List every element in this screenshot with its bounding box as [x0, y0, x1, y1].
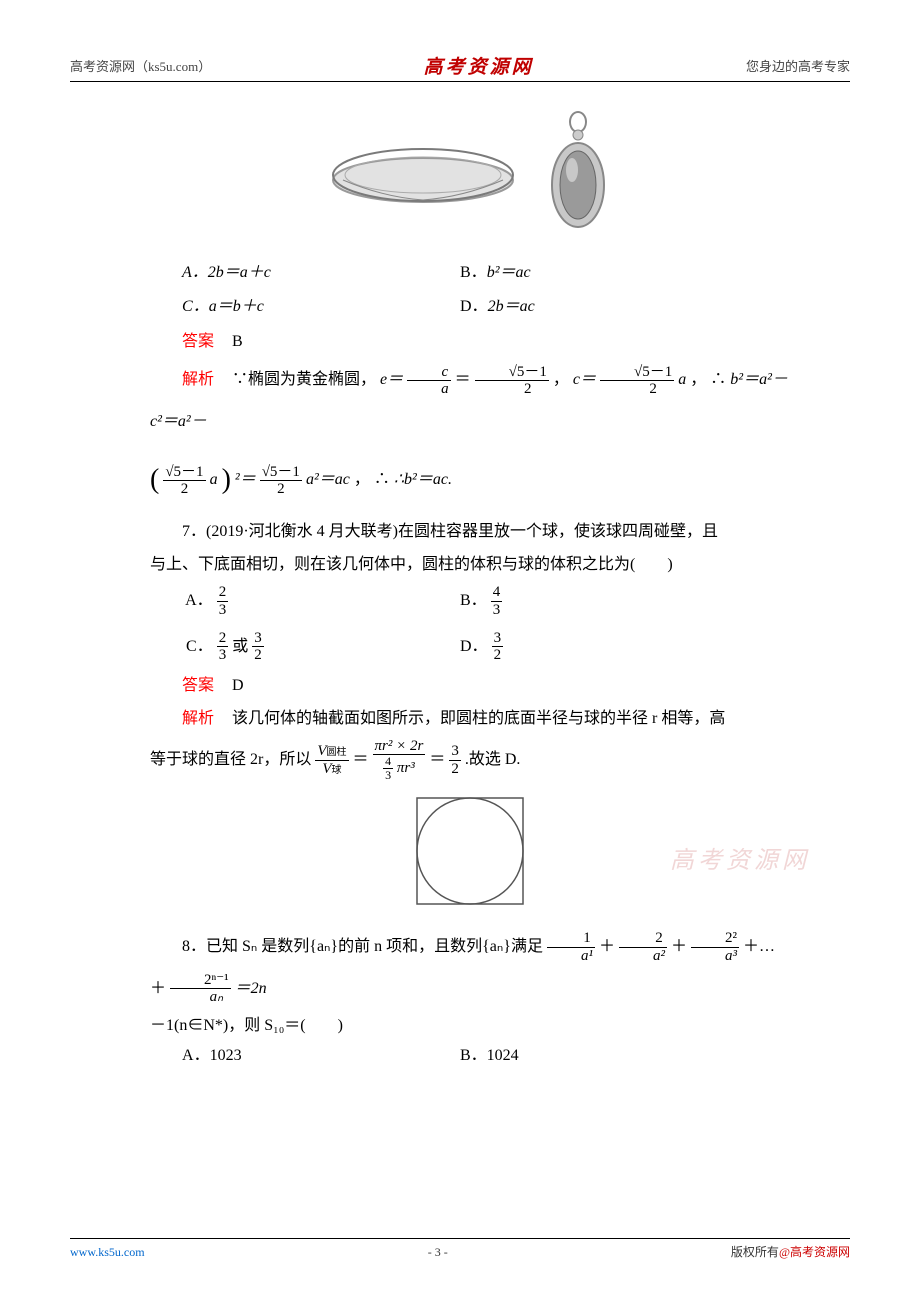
q7-answer-line: 答案 D — [150, 671, 790, 701]
q7-analysis-line-1: 解析 该几何体的轴截面如图所示，即圆柱的底面半径与球的半径 r 相等，高 — [150, 704, 790, 734]
q6-e-eq: e＝ — [380, 371, 403, 388]
q6-frac-s5-3: √5－1 2 — [163, 464, 205, 498]
q7-option-b: B． 43 — [460, 580, 790, 622]
eq-sign-1: ＝ — [455, 371, 471, 388]
page-container: 高考资源网（ks5u.com） 高考资源网 您身边的高考专家 A．2b＝a＋c — [0, 0, 920, 1302]
plus-1: ＋ — [599, 938, 615, 955]
therefore-2: ∴ — [374, 471, 390, 488]
q6-analysis-text-1: ∵椭圆为黄金椭圆， — [232, 371, 376, 388]
q8-option-a: A．1023 — [150, 1041, 460, 1071]
header-center-title: 高考资源网 — [424, 52, 534, 79]
q7-analysis-line-2: 等于球的直径 2r，所以 V圆柱 V球 ＝ πr² × 2r 43 πr³ ＝ … — [150, 736, 790, 784]
footer-page-number: - 3 - — [145, 1245, 731, 1260]
pendant-icon — [538, 110, 618, 240]
comma-1: ， — [553, 371, 569, 388]
q6-frac-ca: c a — [407, 364, 451, 398]
q6-option-a: A．2b＝a＋c — [150, 258, 460, 288]
q6-analysis-line-1: 解析 ∵椭圆为黄金椭圆， e＝ c a ＝ √5－1 2 ， c＝ √5－1 2… — [150, 359, 790, 442]
header-left-text: 高考资源网（ks5u.com） — [70, 56, 211, 75]
q6-options-row-1: A．2b＝a＋c B．b²＝ac — [150, 258, 790, 288]
page-footer: www.ks5u.com - 3 - 版权所有@高考资源网 — [70, 1238, 850, 1260]
q6-answer-line: 答案 B — [150, 327, 790, 357]
q7-analysis-text-a: 该几何体的轴截面如图所示，即圆柱的底面半径与球的半径 r 相等，高 — [232, 710, 725, 727]
q6-option-d: D．2b＝ac — [460, 292, 790, 322]
answer-label: 答案 — [182, 333, 214, 350]
q7-options-row-1: A． 23 B． 43 — [150, 580, 790, 622]
q7-frac-v: V圆柱 V球 — [315, 743, 348, 777]
q8-f2: 2a² — [619, 930, 667, 964]
sq-eq: ²＝ — [235, 471, 256, 488]
analysis-label: 解析 — [182, 371, 214, 388]
q8-options-row-1: A．1023 B．1024 — [150, 1041, 790, 1071]
page-content: A．2b＝a＋c B．b²＝ac C．a＝b＋c D．2b＝ac 答案 B 解析… — [70, 90, 850, 1072]
q6-c-eq: c＝ — [573, 371, 596, 388]
q8-stem-line-1: 8．已知 Sₙ 是数列{aₙ}的前 n 项和，且数列{aₙ}满足 1a¹ ＋ 2… — [150, 926, 790, 1009]
a-suffix-2: a — [210, 471, 218, 488]
header-right-text: 您身边的高考专家 — [746, 56, 850, 75]
eq-2n: ＝2n — [235, 980, 267, 997]
q8-f1: 1a¹ — [547, 930, 595, 964]
q7-answer-value: D — [232, 677, 244, 694]
footer-url: www.ks5u.com — [70, 1245, 145, 1260]
q6-option-b: B．b²＝ac — [460, 258, 790, 288]
comma-3: ， — [354, 471, 370, 488]
q6-options-row-2: C．a＝b＋c D．2b＝ac — [150, 292, 790, 322]
analysis-label-7: 解析 — [182, 710, 214, 727]
q7-option-a: A． 23 — [150, 580, 460, 622]
a-suffix-1: a — [678, 371, 686, 388]
q8-stem-line-2: －1(n∈N*)，则 S₁₀＝( ) — [150, 1011, 790, 1041]
q8-option-b: B．1024 — [460, 1041, 790, 1071]
q8-fn: 2ⁿ⁻¹aₙ — [170, 972, 231, 1006]
comma-2: ， — [690, 371, 706, 388]
q6-frac-s5-2: √5－1 2 — [600, 364, 674, 398]
watermark-text: 高考资源网 — [670, 840, 810, 875]
q6-analysis-line-2: ( √5－1 2 a ) ²＝ √5－1 2 a²＝ac ， ∴ ∴b²＝ac. — [150, 444, 790, 517]
big-lparen: ( — [150, 464, 159, 495]
q6-option-c: C．a＝b＋c — [150, 292, 460, 322]
big-rparen: ) — [222, 464, 231, 495]
q7-option-d: D． 32 — [460, 626, 790, 668]
q7-options-row-2: C． 23 或 32 D． 32 — [150, 626, 790, 668]
q7-stem-line-2: 与上、下底面相切，则在该几何体中，圆柱的体积与球的体积之比为( ) — [150, 550, 790, 580]
q8-stem-a: 8．已知 Sₙ 是数列{aₙ}的前 n 项和，且数列{aₙ}满足 — [182, 938, 543, 955]
q7-stem-line-1: 7．(2019·河北衡水 4 月大联考)在圆柱容器里放一个球，使该球四周碰壁，且 — [150, 517, 790, 547]
q7-option-c: C． 23 或 32 — [150, 626, 460, 668]
circle-in-square-icon — [415, 796, 525, 906]
eq-sign-v: ＝ — [353, 751, 369, 768]
a2-ac: a²＝ac — [306, 471, 350, 488]
q6-frac-s5-4: √5－1 2 — [260, 464, 302, 498]
answer-label-7: 答案 — [182, 677, 214, 694]
plus-2: ＋ — [671, 938, 687, 955]
q6-frac-s5-1: √5－1 2 — [475, 364, 549, 398]
q8-f3: 2²a³ — [691, 930, 739, 964]
q7-frac-res: 3 2 — [449, 743, 461, 777]
q7-analysis-end: .故选 D. — [465, 751, 521, 768]
q6-answer-value: B — [232, 333, 243, 350]
bracelet-icon — [323, 125, 523, 225]
jewelry-illustration — [150, 110, 790, 240]
page-header: 高考资源网（ks5u.com） 高考资源网 您身边的高考专家 — [70, 52, 850, 82]
b2-ac-end: ∴b²＝ac. — [394, 471, 452, 488]
footer-copyright: 版权所有@高考资源网 — [731, 1243, 850, 1260]
q7-frac-big: πr² × 2r 43 πr³ — [373, 738, 426, 783]
therefore-1: ∴ — [710, 371, 726, 388]
q7-analysis-text-b: 等于球的直径 2r，所以 — [150, 751, 311, 768]
eq-sign-v2: ＝ — [429, 751, 445, 768]
